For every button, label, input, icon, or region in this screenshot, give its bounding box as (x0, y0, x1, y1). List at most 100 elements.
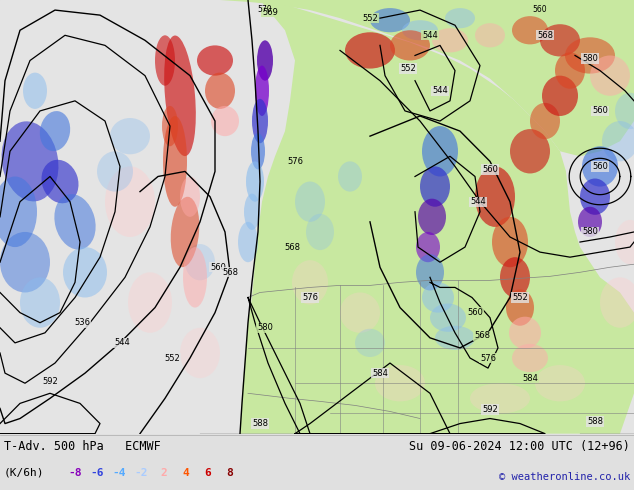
Ellipse shape (255, 66, 269, 116)
Ellipse shape (390, 30, 430, 60)
Ellipse shape (555, 52, 585, 89)
Ellipse shape (163, 116, 187, 207)
Ellipse shape (509, 317, 541, 349)
Ellipse shape (512, 344, 548, 372)
Ellipse shape (416, 232, 440, 262)
Ellipse shape (578, 207, 602, 237)
Ellipse shape (582, 146, 618, 187)
Text: 560: 560 (592, 106, 608, 116)
Ellipse shape (0, 232, 50, 293)
Text: 576: 576 (287, 157, 303, 166)
Ellipse shape (155, 35, 175, 86)
Text: 568: 568 (537, 31, 553, 40)
Text: 560: 560 (210, 263, 226, 272)
Text: 544: 544 (422, 31, 438, 40)
Ellipse shape (470, 383, 530, 414)
Ellipse shape (475, 23, 505, 48)
Ellipse shape (183, 247, 207, 308)
Text: 569: 569 (262, 8, 278, 17)
Ellipse shape (345, 32, 395, 69)
Ellipse shape (244, 194, 260, 230)
Ellipse shape (512, 16, 548, 45)
Ellipse shape (492, 217, 528, 267)
Text: -4: -4 (112, 468, 126, 478)
Ellipse shape (211, 106, 239, 136)
Ellipse shape (205, 73, 235, 109)
Ellipse shape (252, 99, 268, 143)
Ellipse shape (41, 160, 79, 203)
Ellipse shape (420, 167, 450, 207)
Text: 8: 8 (226, 468, 233, 478)
Ellipse shape (338, 161, 362, 192)
Ellipse shape (418, 198, 446, 235)
Ellipse shape (615, 93, 634, 129)
Ellipse shape (340, 293, 380, 333)
Ellipse shape (422, 282, 454, 313)
Ellipse shape (238, 222, 258, 262)
Ellipse shape (128, 272, 172, 333)
Text: 588: 588 (587, 417, 603, 426)
Text: -6: -6 (90, 468, 103, 478)
Ellipse shape (435, 326, 475, 350)
Text: 552: 552 (164, 353, 180, 363)
Ellipse shape (370, 8, 410, 32)
Text: 580: 580 (257, 323, 273, 332)
Ellipse shape (432, 28, 468, 52)
Text: 568: 568 (222, 268, 238, 277)
Text: 544: 544 (114, 339, 130, 347)
Ellipse shape (197, 46, 233, 75)
Text: (K/6h): (K/6h) (4, 468, 44, 478)
Text: Su 09-06-2024 12:00 UTC (12+96): Su 09-06-2024 12:00 UTC (12+96) (409, 440, 630, 453)
Text: 6: 6 (204, 468, 210, 478)
Text: 544: 544 (470, 197, 486, 206)
Ellipse shape (257, 40, 273, 81)
Text: 544: 544 (432, 86, 448, 95)
Text: 580: 580 (582, 54, 598, 63)
Text: 584: 584 (522, 374, 538, 383)
Ellipse shape (542, 75, 578, 116)
Ellipse shape (580, 178, 610, 215)
Ellipse shape (185, 244, 215, 280)
Ellipse shape (0, 176, 37, 247)
Ellipse shape (402, 20, 438, 40)
Polygon shape (220, 0, 634, 434)
Text: 576: 576 (480, 353, 496, 363)
Ellipse shape (506, 290, 534, 326)
Ellipse shape (306, 214, 334, 250)
Ellipse shape (600, 277, 634, 328)
Ellipse shape (97, 151, 133, 192)
Ellipse shape (422, 126, 458, 176)
Text: 552: 552 (362, 14, 378, 23)
Ellipse shape (565, 37, 615, 74)
Ellipse shape (445, 8, 475, 28)
Ellipse shape (180, 176, 200, 217)
Text: 580: 580 (582, 227, 598, 237)
Text: 592: 592 (42, 377, 58, 386)
Text: 560: 560 (482, 165, 498, 174)
Ellipse shape (251, 133, 265, 170)
Text: 560: 560 (533, 5, 547, 14)
Ellipse shape (40, 111, 70, 151)
Text: -8: -8 (68, 468, 82, 478)
Ellipse shape (171, 197, 199, 267)
Text: 560: 560 (467, 308, 483, 317)
Text: 536: 536 (74, 318, 90, 327)
Polygon shape (220, 0, 634, 156)
Text: 2: 2 (160, 468, 167, 478)
Ellipse shape (530, 103, 560, 139)
Ellipse shape (23, 73, 47, 109)
Ellipse shape (590, 55, 630, 96)
Ellipse shape (164, 35, 196, 156)
Ellipse shape (55, 194, 96, 249)
Text: 568: 568 (474, 331, 490, 341)
Text: -2: -2 (134, 468, 148, 478)
Ellipse shape (355, 329, 385, 357)
Ellipse shape (105, 167, 155, 237)
Ellipse shape (500, 257, 530, 297)
Ellipse shape (416, 254, 444, 291)
Ellipse shape (540, 24, 580, 56)
Ellipse shape (375, 365, 425, 401)
Text: 576: 576 (302, 293, 318, 302)
Text: 4: 4 (182, 468, 189, 478)
Text: © weatheronline.co.uk: © weatheronline.co.uk (499, 472, 630, 482)
